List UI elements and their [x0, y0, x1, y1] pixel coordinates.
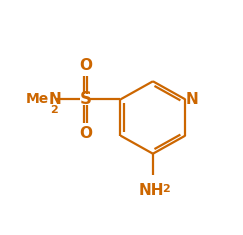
Text: Me: Me — [26, 92, 49, 106]
Text: N: N — [49, 92, 62, 107]
Text: N: N — [186, 92, 199, 107]
Text: O: O — [79, 126, 92, 141]
Text: 2: 2 — [162, 184, 170, 194]
Text: NH: NH — [139, 183, 165, 198]
Text: O: O — [79, 58, 92, 73]
Text: 2: 2 — [50, 105, 58, 115]
Text: S: S — [79, 90, 91, 108]
